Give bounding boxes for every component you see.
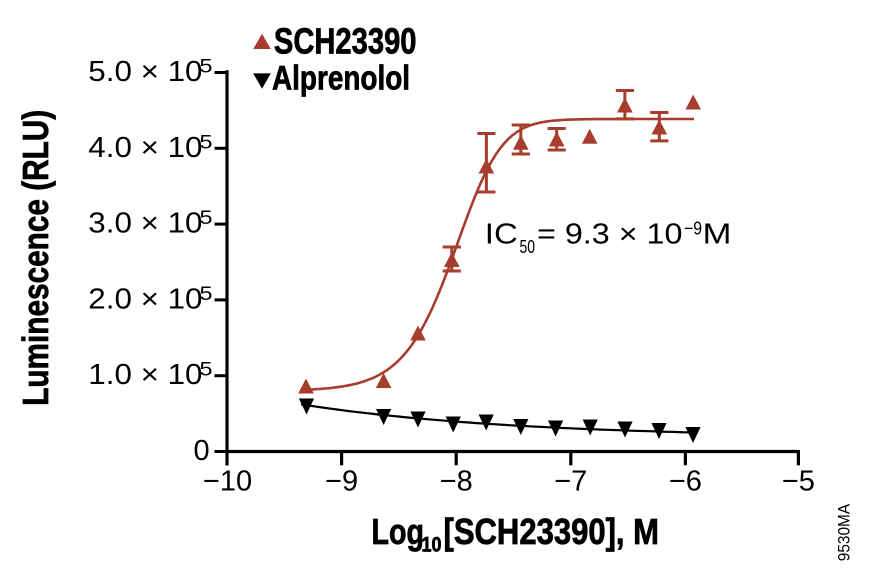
- svg-text:4.0 × 10: 4.0 × 10: [88, 132, 202, 164]
- svg-text:5: 5: [200, 284, 213, 305]
- svg-text:5: 5: [200, 57, 213, 78]
- svg-text:10: 10: [422, 533, 442, 557]
- svg-text:−9: −9: [684, 217, 702, 238]
- svg-text:−6: −6: [669, 466, 702, 498]
- svg-text:−9: −9: [325, 466, 358, 498]
- svg-text:0: 0: [194, 435, 210, 467]
- svg-text:IC: IC: [485, 219, 518, 251]
- svg-text:Log: Log: [372, 511, 425, 552]
- svg-text:−8: −8: [440, 466, 473, 498]
- svg-text:9530MA: 9530MA: [836, 504, 854, 561]
- svg-text:−7: −7: [554, 466, 587, 498]
- svg-text:[SCH23390], M: [SCH23390], M: [444, 511, 660, 552]
- svg-text:3.0 × 10: 3.0 × 10: [88, 208, 202, 240]
- svg-text:= 9.3 × 10: = 9.3 × 10: [537, 219, 683, 251]
- svg-text:50: 50: [520, 236, 536, 257]
- svg-text:2.0 × 10: 2.0 × 10: [88, 283, 202, 315]
- svg-text:5: 5: [200, 208, 213, 229]
- svg-text:M: M: [703, 219, 732, 251]
- svg-text:5: 5: [200, 132, 213, 153]
- svg-text:Alprenolol: Alprenolol: [272, 59, 410, 97]
- svg-text:−10: −10: [203, 466, 252, 498]
- svg-text:5: 5: [200, 360, 213, 381]
- svg-text:5.0 × 10: 5.0 × 10: [88, 56, 202, 88]
- svg-text:−5: −5: [782, 466, 815, 498]
- svg-text:SCH23390: SCH23390: [274, 21, 417, 62]
- svg-text:Luminescence (RLU): Luminescence (RLU): [15, 110, 56, 406]
- svg-text:1.0 × 10: 1.0 × 10: [88, 359, 202, 391]
